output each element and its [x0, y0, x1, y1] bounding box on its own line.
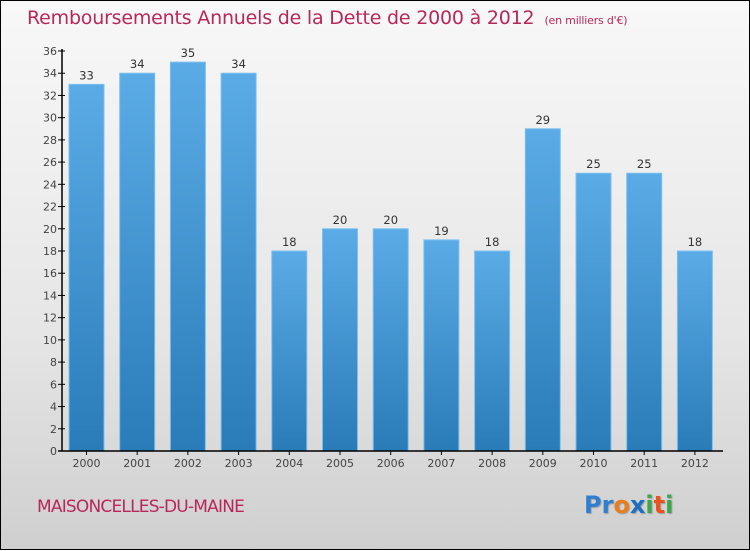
bar-2009 [524, 128, 561, 452]
x-tick-label-2000: 2000 [73, 457, 101, 470]
value-label-2012: 18 [688, 235, 703, 249]
y-tick-label-8: 8 [50, 356, 57, 369]
x-tick-label-2003: 2003 [225, 457, 253, 470]
logo-letter: o [613, 491, 630, 519]
proxiti-logo: Proxiti [584, 491, 673, 519]
bar-2010 [575, 172, 612, 452]
bar-2003 [220, 72, 257, 452]
value-labels: 33 34 35 34 18 20 20 19 18 29 25 25 18 [79, 46, 702, 249]
value-label-2006: 20 [383, 213, 398, 227]
value-label-2004: 18 [282, 235, 297, 249]
bar-2012 [676, 250, 713, 452]
bar-2005 [322, 228, 358, 452]
bar-2008 [474, 250, 511, 452]
y-tick-label-0: 0 [50, 445, 57, 458]
value-label-2009: 29 [535, 113, 550, 127]
logo-letter: x [629, 491, 646, 519]
y-tick-label-36: 36 [43, 45, 57, 58]
bar-2001 [119, 72, 156, 452]
x-tick-label-2004: 2004 [275, 457, 303, 470]
logo-letter: P [584, 491, 602, 519]
y-tick-label-12: 12 [43, 312, 57, 325]
x-tick-label-2009: 2009 [529, 457, 557, 470]
x-tick-label-2001: 2001 [123, 457, 151, 470]
y-tick-label-26: 26 [43, 156, 57, 169]
value-label-2010: 25 [586, 157, 601, 171]
x-tick-label-2002: 2002 [174, 457, 202, 470]
y-tick-label-2: 2 [50, 423, 57, 436]
chart-subtitle: (en milliers d'€) [544, 14, 628, 27]
value-label-2011: 25 [637, 157, 652, 171]
bars-group [68, 61, 713, 452]
x-tick-label-2011: 2011 [630, 457, 658, 470]
chart-title-text: Remboursements Annuels de la Dette de 20… [27, 7, 535, 29]
value-label-2002: 35 [181, 46, 196, 60]
logo-letter: i [665, 491, 674, 519]
y-tick-label-18: 18 [43, 245, 57, 258]
bar-2004 [271, 250, 308, 452]
value-label-2001: 34 [130, 57, 145, 71]
x-tick-label-2006: 2006 [377, 457, 405, 470]
y-tick-label-34: 34 [43, 67, 57, 80]
y-tick-label-20: 20 [43, 223, 57, 236]
y-tick-label-4: 4 [50, 401, 57, 414]
x-tick-label-2008: 2008 [478, 457, 506, 470]
value-label-2005: 20 [333, 213, 348, 227]
y-tick-label-6: 6 [50, 378, 57, 391]
bar-2000 [68, 83, 105, 452]
y-tick-label-22: 22 [43, 201, 57, 214]
y-tick-label-16: 16 [43, 267, 57, 280]
x-tick-label-2005: 2005 [326, 457, 354, 470]
y-tick-label-32: 32 [43, 89, 57, 102]
bar-2011 [626, 172, 663, 452]
y-tick-label-24: 24 [43, 178, 57, 191]
bar-2006 [372, 228, 409, 452]
y-tick-label-28: 28 [43, 134, 57, 147]
value-label-2000: 33 [79, 68, 94, 82]
value-label-2003: 34 [231, 57, 246, 71]
logo-letter: t [653, 491, 666, 519]
x-axis: 2000 2001 2002 2003 2004 2005 2006 2007 2008 2009… [58, 450, 723, 470]
value-label-2008: 18 [485, 235, 500, 249]
x-tick-label-2010: 2010 [580, 457, 608, 470]
city-name: MAISONCELLES-DU-MAINE [37, 497, 245, 517]
logo-letter: i [645, 491, 654, 519]
chart-title: Remboursements Annuels de la Dette de 20… [27, 7, 628, 29]
y-tick-label-10: 10 [43, 334, 57, 347]
bar-2002 [169, 61, 206, 452]
logo-letter: r [601, 491, 614, 519]
x-tick-label-2007: 2007 [427, 457, 455, 470]
value-label-2007: 19 [434, 224, 449, 238]
y-tick-label-30: 30 [43, 112, 57, 125]
bar-2007 [423, 239, 460, 452]
x-tick-label-2012: 2012 [681, 457, 709, 470]
y-tick-label-14: 14 [43, 289, 57, 302]
